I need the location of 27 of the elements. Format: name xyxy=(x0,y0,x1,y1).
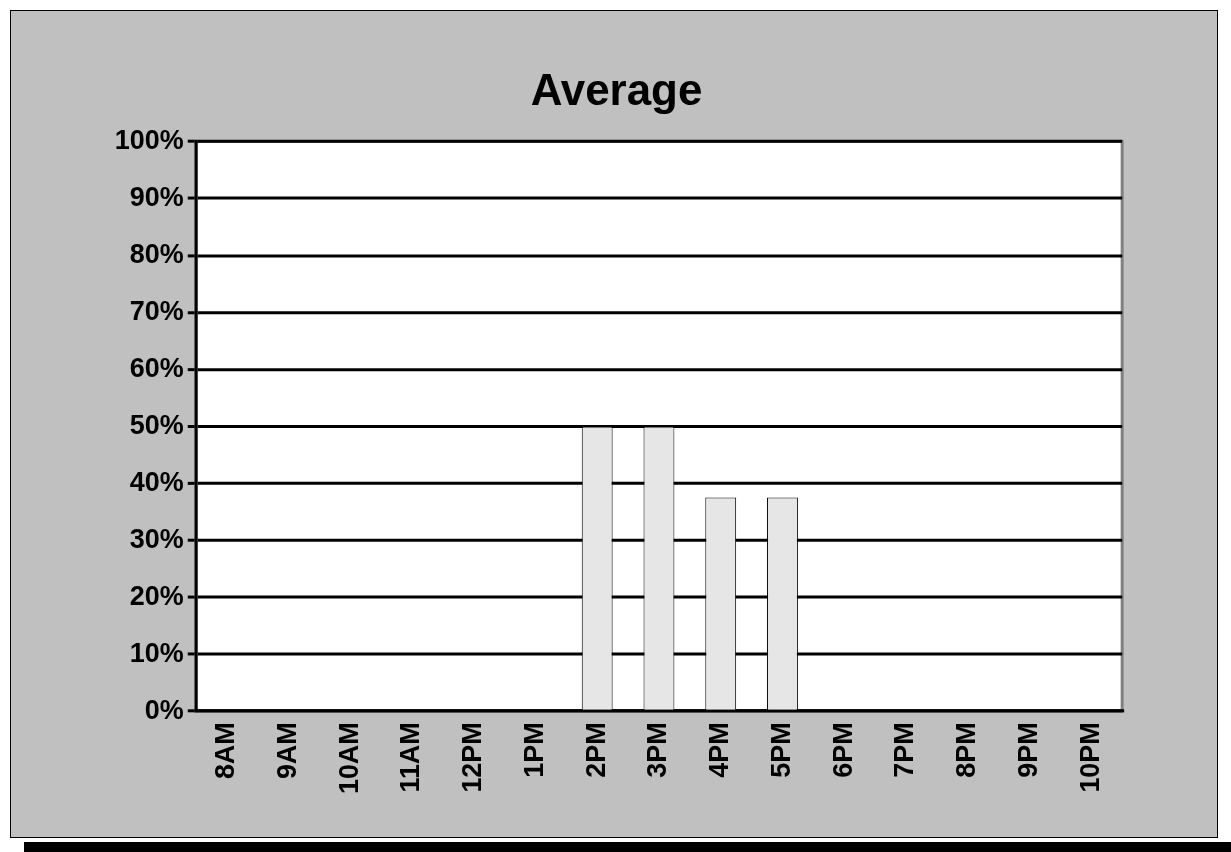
y-tick-label: 10% xyxy=(129,637,184,668)
y-tick-label: 80% xyxy=(129,238,184,269)
x-tick-label: 2PM xyxy=(580,722,611,778)
x-tick-label: 9AM xyxy=(271,722,302,780)
x-tick-label: 9PM xyxy=(1012,722,1043,778)
y-tick-label: 60% xyxy=(129,352,184,383)
x-tick-label: 8AM xyxy=(210,722,241,780)
y-tick-label: 90% xyxy=(129,181,184,212)
x-tick-label: 3PM xyxy=(642,722,673,778)
x-tick-label: 8PM xyxy=(951,722,982,778)
x-tick-label: 10PM xyxy=(1074,722,1105,793)
x-tick-label: 7PM xyxy=(889,722,920,778)
chart-title: Average xyxy=(530,65,703,115)
y-tick-label: 100% xyxy=(114,124,184,155)
y-tick-label: 70% xyxy=(129,295,184,326)
y-tick-label: 40% xyxy=(129,466,184,497)
x-tick-label: 6PM xyxy=(827,722,858,778)
x-tick-label: 10AM xyxy=(333,722,364,795)
x-tick-label: 5PM xyxy=(765,722,796,778)
x-tick-label: 12PM xyxy=(457,722,488,793)
x-tick-label: 1PM xyxy=(518,722,549,778)
x-tick-label: 11AM xyxy=(395,722,426,793)
y-tick-label: 0% xyxy=(144,694,184,725)
y-tick-label: 30% xyxy=(129,523,184,554)
y-tick-label: 20% xyxy=(129,580,184,611)
y-tick-label: 50% xyxy=(129,409,184,440)
x-tick-label: 4PM xyxy=(704,722,735,778)
